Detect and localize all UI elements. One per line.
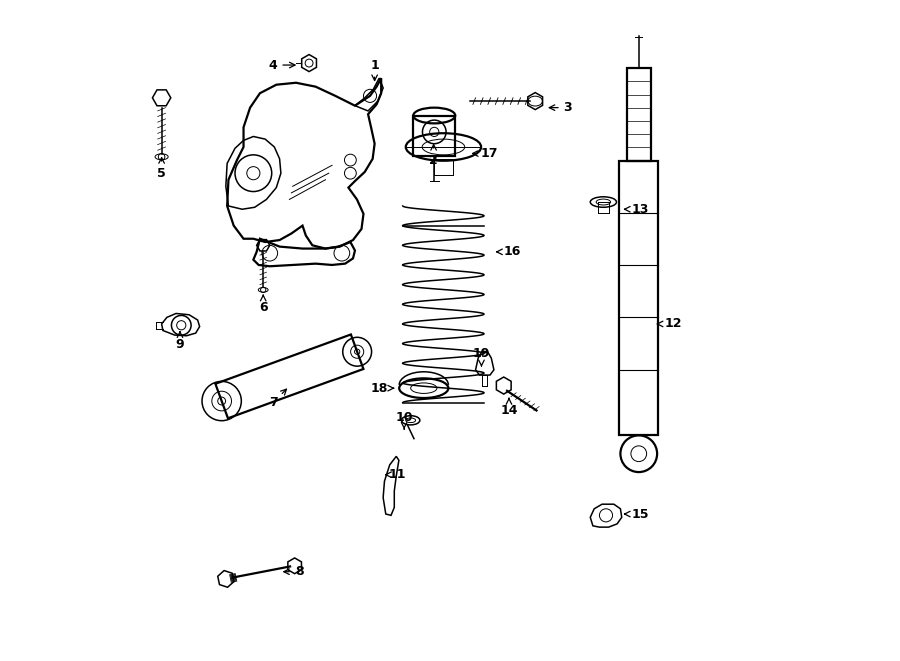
Text: 1: 1	[370, 59, 379, 81]
Text: 16: 16	[497, 245, 521, 258]
Text: 6: 6	[259, 295, 267, 314]
Text: 18: 18	[371, 381, 394, 395]
Text: 13: 13	[625, 203, 649, 215]
Text: 4: 4	[269, 59, 295, 71]
Text: 3: 3	[549, 101, 572, 114]
Text: 17: 17	[472, 147, 498, 160]
Text: 10: 10	[395, 410, 413, 429]
Text: 12: 12	[657, 317, 681, 330]
Text: 14: 14	[500, 398, 518, 417]
Text: 11: 11	[385, 468, 406, 481]
Text: 2: 2	[429, 145, 438, 167]
Text: 7: 7	[269, 389, 286, 409]
Text: 5: 5	[158, 158, 166, 180]
Text: 15: 15	[625, 508, 649, 520]
Text: 8: 8	[284, 565, 303, 578]
Text: 9: 9	[176, 332, 184, 352]
Text: 19: 19	[472, 347, 490, 366]
